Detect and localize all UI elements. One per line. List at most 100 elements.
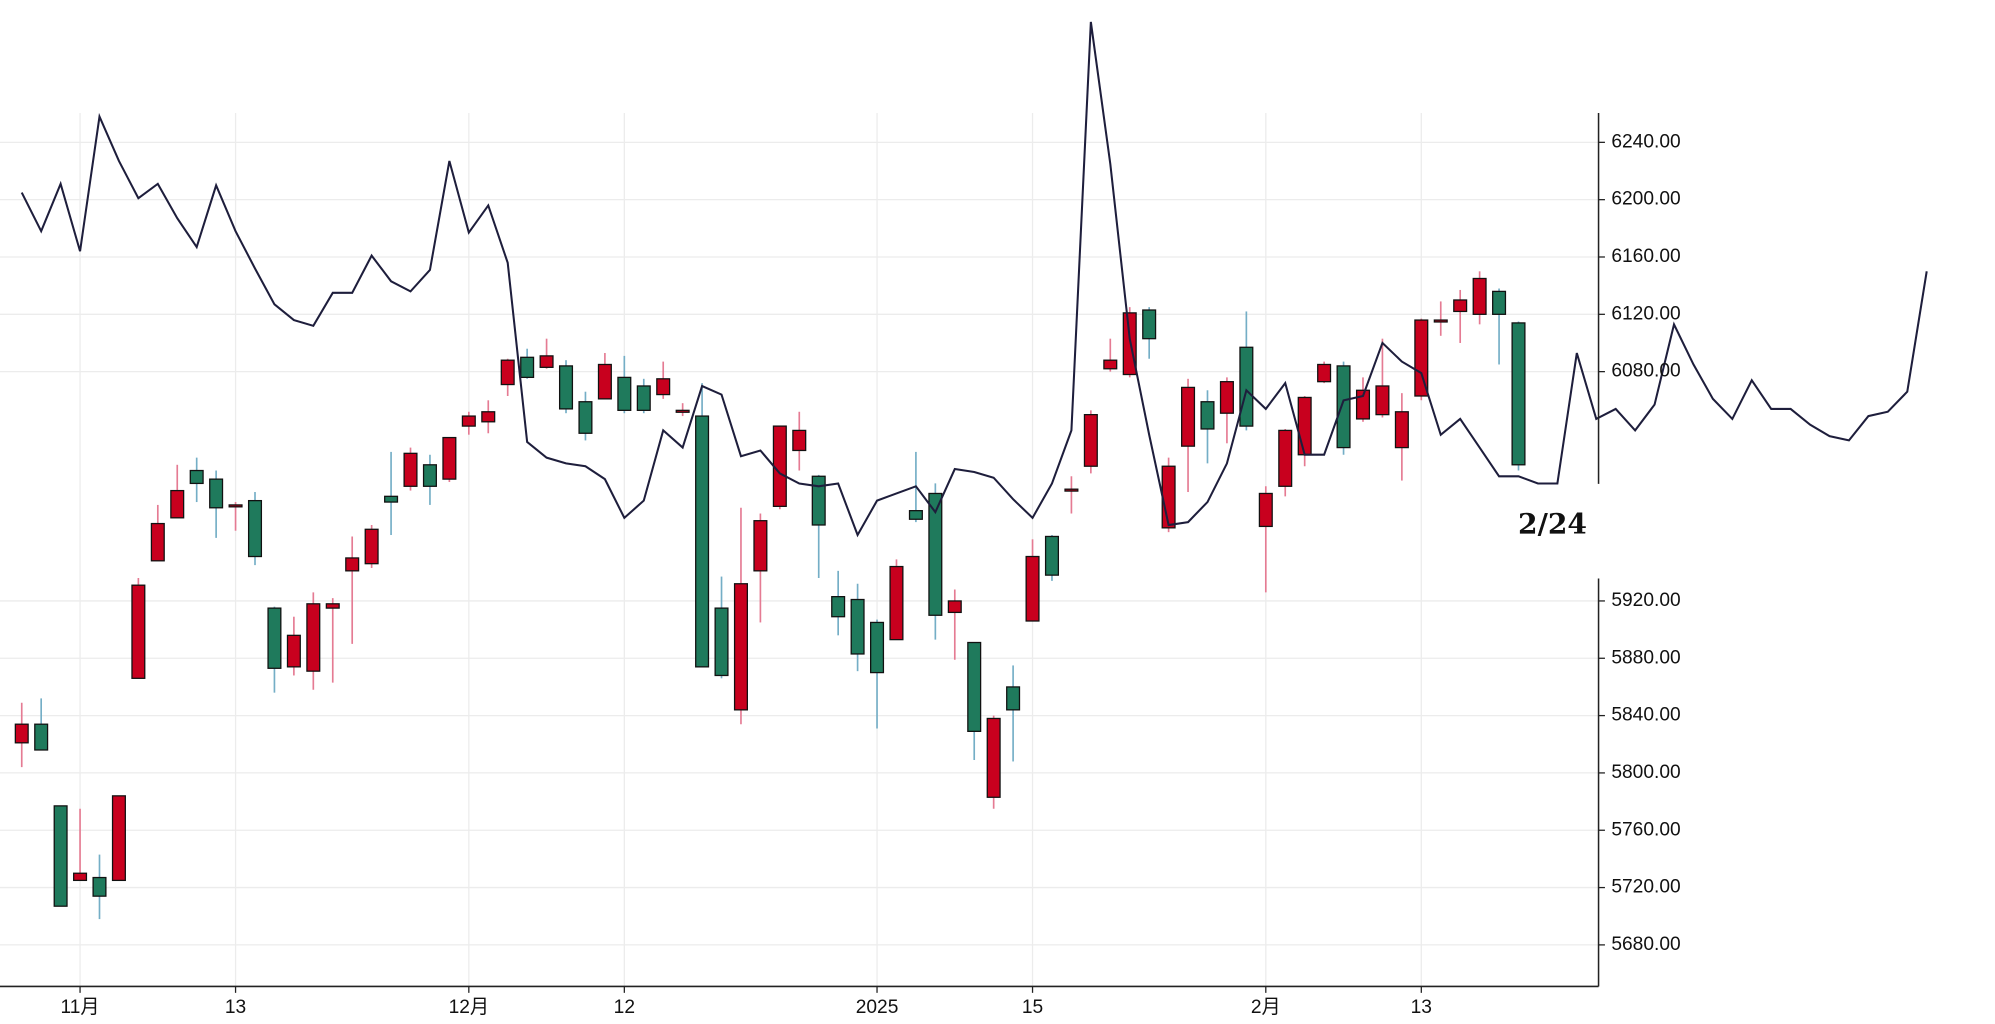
x-tick-label: 13 <box>1411 997 1432 1018</box>
candle-body <box>1297 396 1312 456</box>
candle-body <box>1083 413 1098 467</box>
candle-body <box>189 469 204 485</box>
candle-body <box>558 365 574 410</box>
candle-body <box>1239 346 1254 427</box>
candle-body <box>1511 322 1526 466</box>
candle-body <box>1453 299 1468 313</box>
candle-body <box>111 795 126 882</box>
candle-body <box>1336 365 1351 449</box>
candle-body <box>53 805 68 907</box>
candle-body <box>908 510 923 520</box>
candle-body <box>520 356 535 379</box>
candle-body <box>384 495 399 503</box>
x-tick-label: 2025 <box>856 997 899 1018</box>
candle-body <box>889 565 904 641</box>
candle-body <box>714 607 729 677</box>
y-tick-label: 6160.00 <box>1611 246 1680 267</box>
y-tick-label: 5800.00 <box>1611 762 1680 783</box>
candle-body <box>1278 429 1293 487</box>
candle-body <box>1258 492 1273 528</box>
candle-body <box>967 641 982 732</box>
y-tick-label: 6080.00 <box>1611 361 1680 382</box>
x-tick-label: 2月 <box>1251 997 1281 1018</box>
candle-body <box>1181 386 1196 447</box>
axes: 5680.00 5720.00 5760.00 5800.00 5840.00 5880.… <box>0 112 1681 1018</box>
x-tick-label: 12月 <box>449 997 489 1018</box>
candle-body <box>1414 319 1429 397</box>
y-tick-label: 6200.00 <box>1611 189 1680 210</box>
candle-body <box>753 520 768 572</box>
candle-body <box>306 603 321 672</box>
candle-body <box>14 723 29 744</box>
candle-body <box>986 717 1001 798</box>
candle-body <box>286 634 301 668</box>
candle-body <box>656 378 671 396</box>
x-tick-label: 15 <box>1022 997 1043 1018</box>
candle-body <box>1044 535 1060 576</box>
candle-body <box>325 603 340 609</box>
x-tick-label: 13 <box>225 997 246 1018</box>
candle-body <box>131 584 146 679</box>
candle-body <box>617 376 632 411</box>
candle-body <box>481 411 496 423</box>
candle-body <box>792 429 807 452</box>
y-tick-label: 5720.00 <box>1611 877 1680 898</box>
candle-body <box>500 359 515 386</box>
candle-body <box>228 504 243 508</box>
candle-body <box>1200 401 1215 430</box>
marks <box>14 21 1928 920</box>
candle-body <box>1375 385 1390 416</box>
candle-body <box>1064 488 1079 492</box>
candle-body <box>928 492 943 616</box>
candle-body <box>1006 686 1021 711</box>
candle-body <box>345 557 360 572</box>
candle-body <box>150 522 165 562</box>
crosshair-label-bg <box>1512 506 1593 546</box>
candle-body <box>695 415 710 668</box>
candle-body <box>597 363 612 400</box>
candle-body <box>811 475 826 526</box>
candle-body <box>1025 555 1040 622</box>
candle-body <box>636 385 651 411</box>
x-tick-label: 12 <box>614 997 635 1018</box>
candle-body <box>1317 363 1332 383</box>
candle-body <box>850 598 865 655</box>
candle-body <box>947 600 962 614</box>
crosshair-label: 2/24 <box>1518 508 1587 541</box>
candle-body <box>170 489 185 519</box>
candle-body <box>1492 290 1507 315</box>
candle-body <box>92 876 107 897</box>
y-tick-label: 6240.00 <box>1611 131 1680 152</box>
y-tick-label: 5680.00 <box>1611 934 1680 955</box>
y-tick-label: 5920.00 <box>1611 590 1680 611</box>
candle-body <box>461 415 476 427</box>
candle-body <box>364 528 379 565</box>
y-tick-label: 6120.00 <box>1611 303 1680 324</box>
candle-body <box>422 464 437 487</box>
candle-body <box>442 436 457 480</box>
x-tick-label: 11月 <box>61 997 100 1018</box>
grid <box>0 112 1599 987</box>
candle-body <box>1394 411 1409 449</box>
candle-body <box>539 355 554 368</box>
candle-body <box>1433 319 1448 323</box>
candle-body <box>831 596 846 618</box>
line-series <box>20 21 1928 538</box>
candle-body <box>1219 381 1234 414</box>
candle-body <box>209 478 224 509</box>
candle-body <box>733 583 748 711</box>
y-tick-label: 5840.00 <box>1611 705 1680 726</box>
candle-body <box>869 621 885 674</box>
candle-body <box>1472 277 1487 315</box>
y-tick-label: 5760.00 <box>1611 819 1680 840</box>
candle-body <box>73 872 88 882</box>
candle-body <box>772 425 787 507</box>
candle-body <box>578 401 593 434</box>
y-tick-label: 5880.00 <box>1611 647 1680 668</box>
candle-body <box>1103 359 1118 370</box>
candle-body <box>675 409 690 413</box>
candle-body <box>267 607 282 669</box>
candle-body <box>1161 465 1176 529</box>
candle-body <box>403 452 418 487</box>
